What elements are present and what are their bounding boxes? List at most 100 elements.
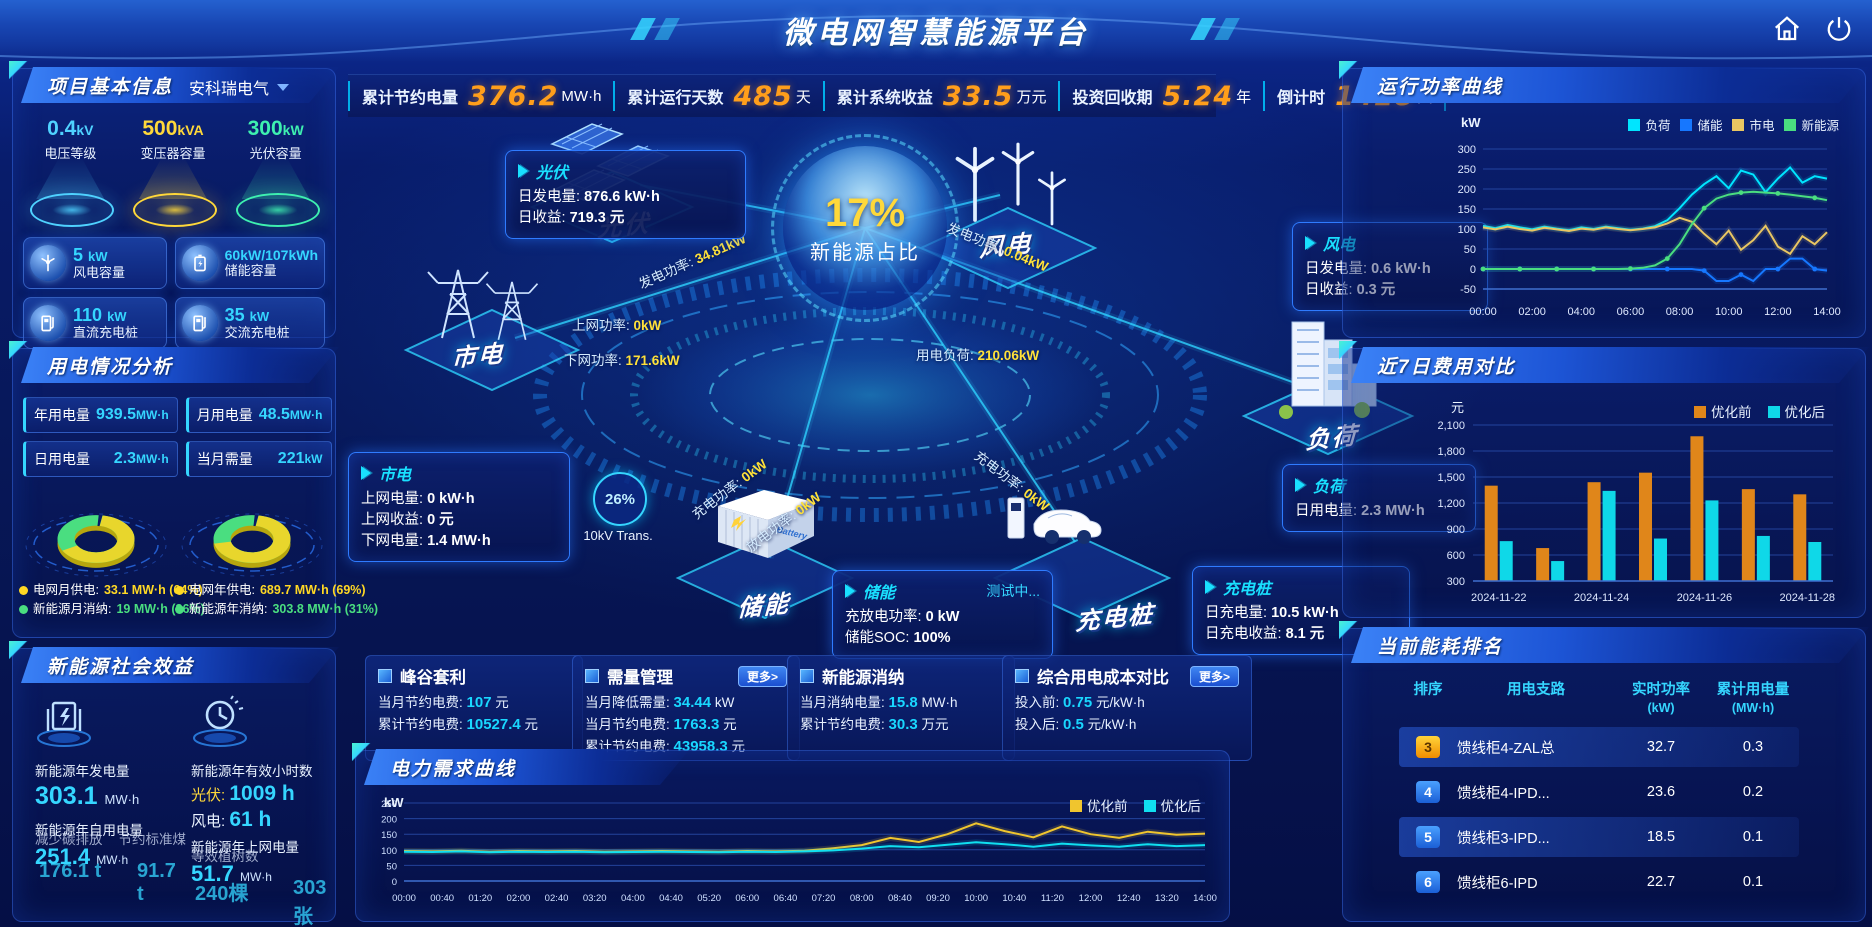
usage-stat-label: 日用电量 (34, 451, 90, 467)
legend-label: 电网月供电: (33, 583, 99, 597)
panel-corner-icon (9, 341, 29, 359)
power-curve-legend: 负荷 储能 市电 新能源 (1628, 115, 1839, 134)
demand-curve-panel: 电力需求曲线 优化前 优化后 kW 250 200 150 100 50 0 00:00 00:… (352, 743, 1230, 922)
rank-cell: 5 (1399, 826, 1457, 849)
legend-value: 303.8 MW·h (31%) (272, 601, 379, 616)
svg-text:12:00: 12:00 (1079, 893, 1103, 904)
podium-value: 0.4kV (47, 117, 94, 140)
home-icon[interactable] (1772, 14, 1802, 44)
svg-text:00:00: 00:00 (1469, 306, 1497, 318)
svg-text:12:40: 12:40 (1117, 893, 1141, 904)
svg-text:04:40: 04:40 (659, 893, 683, 904)
legend-item: 优化前 (1070, 795, 1128, 815)
summary-card-line: 累计节约电费: 30.3 万元 (800, 715, 949, 733)
cost-compare-chart: 2,100 1,800 1,500 1,200 900 600 300 2024-11-22 2… (1437, 420, 1835, 604)
power-icon[interactable] (1824, 14, 1854, 44)
info-card-line: 日发电量: 876.6 kW·h (518, 189, 660, 205)
svg-text:600: 600 (1447, 550, 1465, 562)
summary-card-line: 累计节约电费: 10527.4 元 (378, 715, 539, 733)
rank-badge: 3 (1416, 736, 1440, 759)
summary-card-name: 峰谷套利 (400, 669, 466, 687)
podium-disc-icon (132, 193, 217, 227)
kpi-label: 累计系统收益 (836, 90, 933, 107)
summary-card-line: 当月消纳电量: 15.8 MW·h (800, 694, 958, 711)
cost-compare-panel: 近7日费用对比 元 优化前 优化后 2,100 1,800 1,500 1,200 900… (1339, 341, 1866, 618)
svg-text:50: 50 (1464, 244, 1476, 256)
legend-label: 电网年供电: (189, 583, 255, 597)
diamond-icon (585, 669, 599, 683)
transformer-load-badge: 26% (593, 472, 647, 526)
ranking-table: 排序 用电支路 实时功率 (kW) 累计用电量 (MW·h) 3 馈线柜4-ZAL总 32.7 0… (1399, 681, 1799, 907)
svg-text:100: 100 (1458, 224, 1476, 236)
svg-text:01:20: 01:20 (468, 893, 492, 904)
chevron-right-icon (1305, 236, 1315, 250)
summary-card-line: 当月节约电费: 107 元 (378, 694, 509, 711)
branch-name: 馈线柜4-ZAL总 (1457, 740, 1555, 757)
node-label-3: 市电 (451, 340, 505, 373)
usage-stat-label: 年用电量 (34, 407, 90, 423)
more-button[interactable]: 更多> (737, 665, 787, 687)
pv-info-card: 光伏 日发电量: 876.6 kW·h 日收益: 719.3 元 (505, 150, 746, 240)
capacity-value: 5 kW (73, 245, 108, 266)
usage-stat-value: 48.5MW·h (258, 406, 323, 423)
donut-legend: 电网年供电: 689.7 MW·h (69%) 新能源年消纳: 303.8 MW·… (175, 581, 378, 619)
chevron-right-icon (361, 466, 371, 480)
legend-item: 市电 (1732, 115, 1774, 134)
summary-card-title: 峰谷套利 (378, 664, 570, 688)
svg-text:08:00: 08:00 (1666, 306, 1694, 318)
legend-dot (175, 585, 184, 595)
charger-node-icon (1007, 497, 1102, 544)
podium-disc-icon (235, 193, 320, 227)
svg-text:200: 200 (1458, 184, 1476, 196)
demand-curve-title: 电力需求曲线 (364, 749, 690, 785)
summary-card-4: 综合用电成本对比 更多> 投入前: 0.75 元/kW·h 投入后: 0.5 元/kW… (1002, 655, 1252, 761)
capacity-label: 储能容量 (224, 262, 277, 278)
realtime-power: 32.7 (1646, 739, 1676, 756)
metric-value: 303.1 (35, 782, 98, 810)
podium-label: 变压器容量 (140, 146, 206, 161)
legend-dot (19, 585, 28, 595)
clock-icon (193, 695, 247, 747)
table-row: 5 馈线柜3-IPD... 18.5 0.1 (1399, 817, 1799, 858)
ranking-header-cell: 累计用电量 (MW·h) (1716, 682, 1790, 716)
capacity-value: 110 kW (73, 305, 127, 326)
usage-stat: 日用电量 2.3MW·h (23, 441, 178, 477)
info-card-name: 光伏 (536, 165, 569, 182)
total-energy: 0.3 (1742, 739, 1764, 756)
project-info-title: 项目基本信息 (21, 67, 339, 103)
summary-card-title: 新能源消纳 (800, 664, 1002, 688)
rank-badge: 4 (1416, 781, 1440, 804)
charger-icon (181, 305, 218, 341)
svg-text:2024-11-26: 2024-11-26 (1677, 592, 1732, 604)
rank-badge: 5 (1416, 826, 1440, 849)
rank-cell: 6 (1399, 871, 1457, 894)
demand-curve-legend: 优化前 优化后 (1070, 795, 1201, 815)
capacity-text: 35 kW 交流充电桩 (225, 305, 290, 341)
usage-stat-value: 2.3MW·h (113, 450, 169, 467)
rank-cell: 3 (1399, 736, 1457, 759)
realtime-power: 22.7 (1646, 874, 1676, 891)
info-card-title: 充电桩 (1205, 575, 1397, 599)
realtime-power: 18.5 (1646, 829, 1676, 846)
company-select[interactable]: 安科瑞电气 (189, 75, 289, 99)
kpi-value: 485 (733, 80, 793, 112)
more-button[interactable]: 更多> (1189, 665, 1239, 687)
kpi-unit: 天 (795, 88, 811, 106)
demand-curve-chart: 250 200 150 100 50 0 00:00 00:40 01:20 02:00 02:40… (381, 799, 1217, 904)
legend-row: 新能源月消纳: 19 MW·h (36%) (19, 600, 205, 619)
legend-row: 电网年供电: 689.7 MW·h (69%) (175, 581, 366, 600)
renewable-share-value: 17% (824, 191, 906, 235)
flow-label: 用电负荷: 210.06kW (916, 348, 1040, 363)
cost-compare-legend: 优化前 优化后 (1694, 401, 1825, 421)
kpi-item: 累计系统收益 33.5 万元 (822, 81, 1059, 112)
metric-carousel: 新能源年自用电量 减少碳排放 节约标准煤 251.4 MW·h 176.1 t 9… (35, 823, 186, 905)
usage-stat-label: 月用电量 (196, 407, 253, 423)
podium-label: 电压等级 (44, 146, 97, 161)
diamond-icon (1015, 669, 1029, 683)
svg-text:06:00: 06:00 (1617, 306, 1645, 318)
capacity-podium: 0.4kV 电压等级 (22, 117, 118, 229)
capacity-card: 110 kW 直流充电桩 (23, 297, 167, 349)
svg-text:04:00: 04:00 (1568, 306, 1596, 318)
